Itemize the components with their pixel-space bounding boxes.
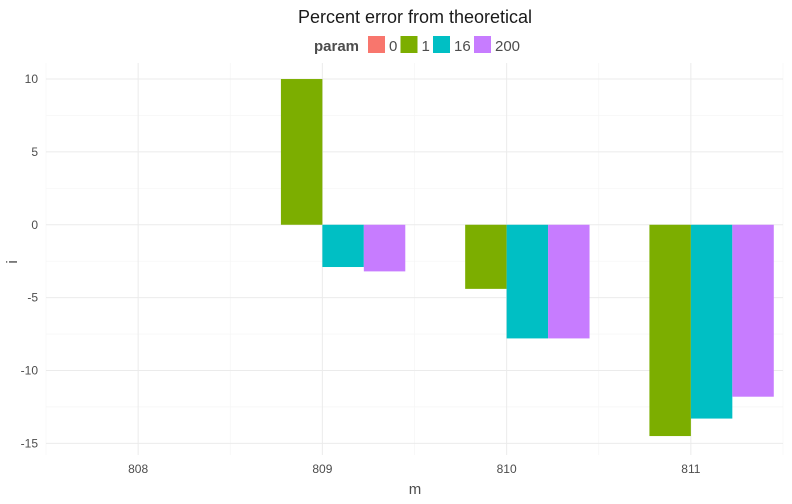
bar-200-810 (548, 224, 590, 339)
y-tick-label: 10 (25, 72, 39, 86)
legend-label-0: 0 (389, 38, 397, 55)
legend-key-0 (368, 36, 385, 53)
bar-16-811 (690, 224, 733, 419)
bars (280, 79, 774, 437)
y-tick-label: -15 (21, 436, 39, 450)
bar-200-809 (363, 224, 406, 272)
x-tick-label: 811 (681, 462, 700, 476)
legend-key-200 (474, 36, 491, 53)
legend-title: param (314, 38, 359, 55)
y-tick-label: -10 (21, 363, 39, 377)
y-tick-label: -5 (27, 291, 38, 305)
legend-key-1 (400, 36, 418, 53)
bar-1-809 (280, 79, 323, 225)
legend-key-16 (433, 36, 450, 53)
x-tick-label: 808 (128, 462, 148, 476)
x-tick-label: 810 (497, 462, 517, 476)
x-tick-label: 809 (312, 462, 332, 476)
legend-label-16: 16 (454, 38, 471, 55)
y-tick-label: 0 (31, 218, 38, 232)
y-axis-ticks: -15 -10 -5 0 5 10 (21, 72, 39, 450)
bar-16-810 (506, 224, 549, 339)
chart-title: Percent error from theoretical (298, 7, 532, 27)
x-axis-label: m (409, 481, 422, 498)
bar-16-809 (322, 224, 364, 268)
bar-200-811 (732, 224, 774, 397)
y-tick-label: 5 (31, 145, 38, 159)
legend-label-1: 1 (422, 38, 430, 55)
legend-label-200: 200 (495, 38, 520, 55)
legend: param 0 1 16 200 (314, 36, 520, 55)
bar-1-811 (649, 224, 691, 437)
x-axis-ticks: 808 809 810 811 (128, 462, 701, 476)
bar-1-810 (465, 224, 507, 289)
y-axis-label: i (4, 260, 21, 263)
